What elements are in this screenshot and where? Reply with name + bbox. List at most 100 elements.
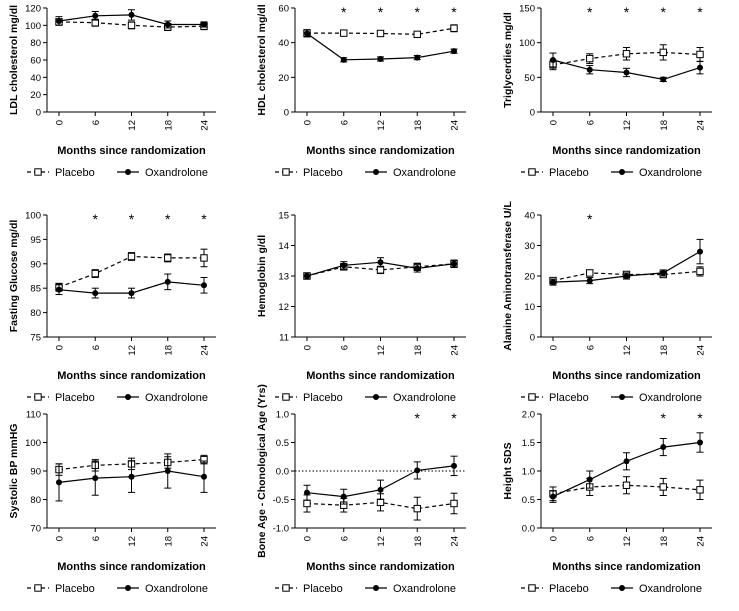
y-tick-label: 70 — [30, 524, 41, 535]
data-point-placebo — [376, 498, 385, 507]
data-point-placebo — [586, 54, 594, 63]
legend-label-placebo: Placebo — [55, 583, 95, 595]
data-point-placebo — [164, 254, 172, 262]
x-tick-label: 6 — [585, 120, 596, 125]
legend-marker-placebo — [528, 393, 536, 401]
data-point-oxandrolone — [92, 12, 99, 19]
data-point-oxandrolone — [92, 290, 99, 297]
x-tick-label: 6 — [585, 345, 596, 350]
y-axis-label: Triglycerdies mg/dl — [502, 12, 514, 108]
data-point-placebo — [696, 486, 704, 494]
y-tick-label: 13 — [278, 272, 289, 283]
y-tick-label: 30 — [524, 241, 535, 252]
x-tick-label: 12 — [127, 536, 138, 547]
data-point-oxandrolone — [586, 277, 593, 284]
x-tick-label: 18 — [659, 345, 670, 356]
data-point-oxandrolone — [304, 273, 310, 279]
data-point-oxandrolone — [164, 21, 171, 28]
legend-marker-oxandrolone — [125, 585, 131, 591]
data-point-placebo — [586, 269, 594, 277]
legend-marker-oxandrolone — [373, 169, 379, 175]
legend-label-oxandrolone: Oxandrolone — [639, 392, 702, 404]
y-axis-label: Systolic BP mmHG — [8, 424, 20, 519]
data-point-oxandrolone — [623, 273, 630, 279]
legend-label-oxandrolone: Oxandrolone — [393, 167, 456, 179]
x-axis-label: Months since randomization — [306, 145, 455, 157]
data-point-placebo — [659, 483, 667, 491]
data-point-oxandrolone — [660, 269, 667, 276]
chart-panel-5: 11 12 13 14 15 0 6 12 18 24 Months since randomiza… — [256, 211, 466, 404]
significance-star: * — [378, 4, 384, 20]
legend-marker-placebo — [282, 393, 290, 401]
data-point-placebo — [303, 499, 311, 508]
y-axis-label: Bone Age - Chonological Age (Yrs) — [256, 384, 268, 558]
data-point-oxandrolone — [340, 262, 347, 269]
legend-label-oxandrolone: Oxandrolone — [145, 167, 208, 179]
x-tick-label: 24 — [200, 536, 211, 547]
chart-panel-6: 0 10 20 30 40 0 6 12 18 24 Months since randomizat… — [502, 201, 712, 404]
x-tick-label: 12 — [622, 345, 633, 356]
legend-marker-placebo — [34, 584, 42, 592]
x-tick-label: 24 — [450, 120, 461, 131]
x-tick-label: 6 — [91, 120, 102, 125]
legend-marker-oxandrolone — [619, 169, 625, 175]
data-point-oxandrolone — [304, 30, 310, 37]
y-tick-label: 90 — [30, 259, 41, 270]
x-tick-label: 6 — [339, 120, 350, 125]
significance-star: * — [415, 410, 421, 426]
x-tick-label: 24 — [450, 345, 461, 356]
data-point-placebo — [413, 504, 421, 513]
x-axis-label: Months since randomization — [57, 370, 206, 382]
x-tick-label: 12 — [376, 345, 387, 356]
y-tick-label: 40 — [524, 211, 535, 222]
y-tick-label: 100 — [25, 21, 41, 32]
x-tick-label: 0 — [549, 345, 560, 350]
data-point-oxandrolone — [304, 489, 310, 496]
x-tick-label: 0 — [303, 345, 314, 350]
y-tick-label: 0 — [530, 333, 535, 344]
chart-panel-3: 0 50 100 150 0 6 12 18 24 Months since randomizat… — [502, 4, 712, 179]
y-axis-label: LDL cholesterol mg/dl — [8, 5, 20, 115]
legend-marker-oxandrolone — [125, 394, 131, 400]
chart-panel-4: 75 80 85 90 95 100 0 6 12 18 24 Months since random… — [8, 211, 216, 404]
x-axis-label: Months since randomization — [552, 145, 701, 157]
y-tick-label: 75 — [30, 333, 41, 344]
x-tick-label: 18 — [413, 345, 424, 356]
y-tick-label: 20 — [30, 90, 41, 101]
data-point-oxandrolone — [377, 486, 384, 493]
data-point-oxandrolone — [377, 259, 384, 266]
y-tick-label: 1.0 — [276, 410, 289, 421]
data-point-oxandrolone — [550, 493, 556, 500]
y-tick-label: 0 — [36, 108, 41, 119]
legend-marker-oxandrolone — [619, 394, 625, 400]
significance-star: * — [341, 4, 347, 20]
legend-label-oxandrolone: Oxandrolone — [393, 392, 456, 404]
data-point-oxandrolone — [201, 282, 207, 289]
data-point-oxandrolone — [451, 48, 457, 55]
y-axis-label: Height SDS — [502, 442, 514, 499]
data-point-placebo — [450, 499, 458, 508]
data-point-oxandrolone — [660, 76, 667, 83]
x-tick-label: 0 — [303, 120, 314, 125]
x-tick-label: 24 — [450, 536, 461, 547]
data-point-oxandrolone — [128, 473, 135, 480]
y-tick-label: 90 — [30, 467, 41, 478]
significance-star: * — [697, 410, 703, 426]
y-tick-label: 50 — [524, 73, 535, 84]
legend-marker-oxandrolone — [373, 394, 379, 400]
x-axis-label: Months since randomization — [552, 370, 701, 382]
data-point-oxandrolone — [697, 248, 703, 255]
significance-star: * — [451, 410, 457, 426]
x-axis-label: Months since randomization — [306, 561, 455, 573]
x-tick-label: 6 — [91, 345, 102, 350]
x-tick-label: 6 — [585, 536, 596, 541]
x-tick-label: 18 — [413, 120, 424, 131]
data-point-placebo — [91, 269, 99, 278]
data-point-oxandrolone — [201, 473, 207, 480]
legend-marker-placebo — [528, 168, 536, 176]
data-point-placebo — [127, 252, 136, 261]
y-tick-label: 0.5 — [276, 438, 289, 449]
data-point-placebo — [622, 50, 631, 58]
y-tick-label: 150 — [519, 4, 535, 15]
y-tick-label: 80 — [30, 308, 41, 319]
